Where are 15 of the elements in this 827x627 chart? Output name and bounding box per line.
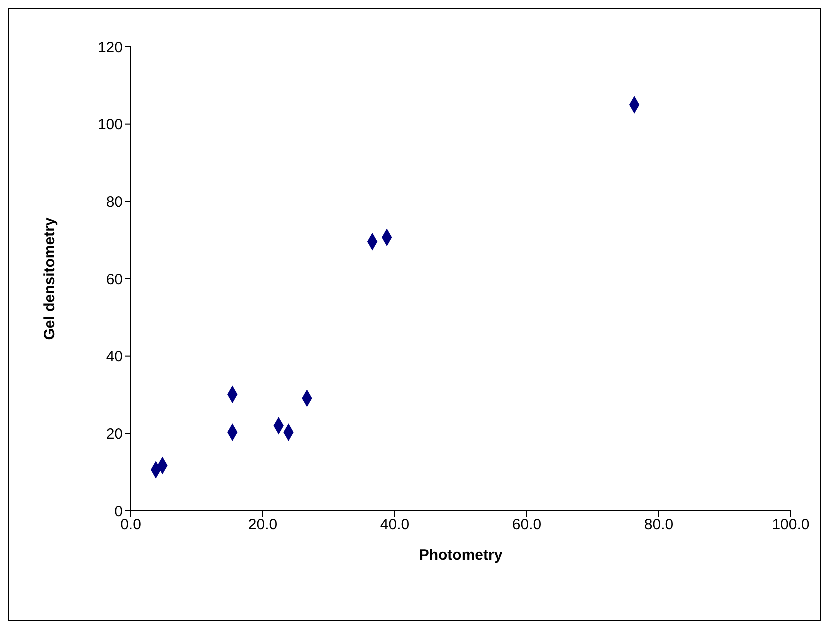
y-tick-label: 40: [106, 348, 123, 366]
x-tick-label: 0.0: [120, 516, 142, 534]
y-tick-label: 80: [106, 194, 123, 211]
x-tick-label: 20.0: [248, 516, 278, 534]
y-tick-label: 60: [106, 271, 123, 288]
y-tick-label: 0: [114, 503, 123, 520]
y-tick-label: 20: [106, 426, 123, 443]
y-tick-label: 100: [98, 116, 123, 134]
x-axis-title: Photometry: [419, 547, 504, 564]
x-tick-label: 80.0: [644, 516, 674, 534]
y-tick-label: 120: [98, 39, 123, 56]
x-tick-label: 40.0: [380, 516, 410, 534]
y-axis-title: Gel densitometry: [41, 217, 58, 340]
x-tick-label: 60.0: [512, 516, 542, 534]
x-tick-label: 100.0: [772, 516, 810, 534]
